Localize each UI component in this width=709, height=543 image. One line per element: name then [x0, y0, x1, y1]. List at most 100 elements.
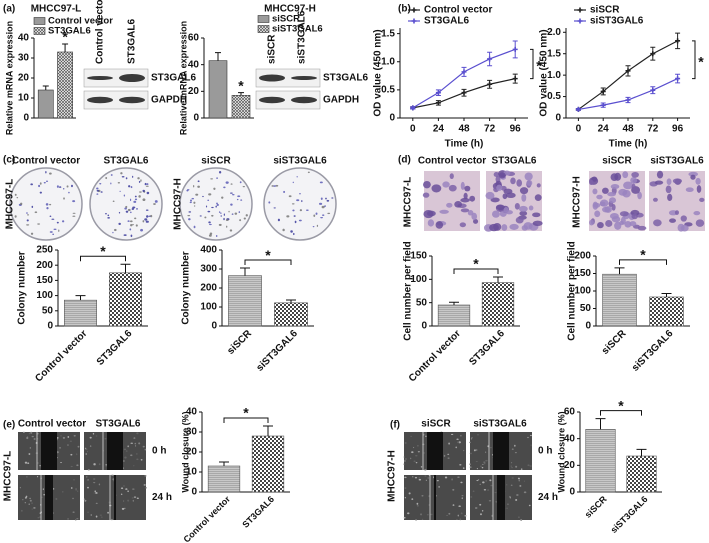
image-texture — [299, 193, 301, 195]
image-texture — [699, 197, 705, 203]
bar — [228, 275, 262, 327]
column-label: Control vector — [418, 156, 486, 167]
image-texture — [144, 182, 147, 186]
image-texture — [457, 514, 459, 517]
image-texture — [519, 485, 522, 487]
image-texture — [19, 486, 21, 489]
image-texture — [220, 212, 222, 214]
image-texture — [122, 485, 125, 487]
image-texture — [404, 442, 407, 444]
y-tick-label: 0 — [211, 321, 217, 332]
image-texture — [30, 431, 33, 434]
image-texture — [273, 207, 276, 209]
image-texture — [143, 484, 146, 486]
image-texture — [455, 446, 457, 449]
error-bar — [62, 43, 69, 52]
image-texture — [665, 185, 672, 194]
bar — [231, 95, 251, 119]
marker — [461, 69, 467, 75]
image-texture — [146, 191, 150, 195]
image-texture — [127, 220, 130, 222]
x-tick-label: siST3GAL6 — [630, 328, 676, 374]
y-tick-label: 150 — [574, 268, 591, 279]
image-texture — [127, 208, 131, 212]
cell-line-label: MHCC97-H — [173, 178, 184, 230]
image-texture — [129, 220, 133, 223]
image-texture — [33, 438, 36, 440]
image-texture — [127, 490, 129, 493]
image-texture — [193, 184, 195, 188]
image-texture — [93, 492, 95, 494]
image-texture — [70, 487, 73, 489]
marker — [487, 81, 493, 87]
image-texture — [426, 514, 429, 516]
image-texture — [95, 491, 98, 494]
image-texture — [505, 192, 516, 199]
image-texture — [408, 492, 411, 495]
image-texture — [218, 171, 222, 174]
image-texture — [104, 213, 108, 215]
image-texture — [112, 200, 115, 203]
image-texture — [520, 518, 523, 522]
image-texture — [72, 215, 76, 217]
image-texture — [127, 499, 130, 502]
image-texture — [215, 235, 218, 237]
image-texture — [611, 216, 621, 223]
image-texture — [24, 497, 27, 499]
image-texture — [225, 219, 229, 221]
image-texture — [66, 185, 69, 188]
x-tick-label: Control vector — [33, 328, 89, 384]
y-tick-label: 50 — [42, 305, 54, 316]
image-texture — [514, 444, 516, 447]
image-texture — [456, 438, 459, 441]
legend-label: ST3GAL6 — [424, 16, 469, 27]
wound-gap — [114, 475, 116, 520]
image-texture — [33, 507, 36, 509]
image-texture — [216, 202, 218, 205]
image-texture — [457, 441, 460, 444]
image-texture — [144, 448, 147, 451]
image-texture — [631, 171, 639, 178]
image-texture — [463, 449, 465, 452]
image-texture — [37, 476, 39, 478]
image-texture — [133, 465, 135, 467]
image-texture — [510, 467, 514, 469]
image-texture — [72, 511, 75, 513]
image-texture — [312, 226, 315, 228]
image-texture — [34, 211, 38, 214]
image-texture — [118, 222, 121, 226]
blot-band — [87, 96, 113, 104]
image-texture — [510, 462, 513, 464]
y-tick-label: 0 — [23, 113, 29, 124]
blot-band — [291, 96, 317, 104]
image-texture — [59, 447, 61, 449]
image-texture — [144, 487, 147, 489]
image-texture — [121, 175, 125, 178]
image-texture — [319, 202, 323, 205]
image-texture — [426, 210, 436, 217]
image-texture — [685, 187, 694, 193]
marker — [625, 97, 631, 103]
chart-title: MHCC97-H — [264, 4, 316, 15]
image-texture — [680, 215, 687, 222]
image-texture — [140, 458, 143, 461]
image-texture — [403, 516, 406, 519]
image-texture — [415, 519, 418, 521]
bar — [109, 272, 143, 327]
image-texture — [125, 450, 128, 452]
marker — [675, 38, 681, 44]
image-texture — [132, 206, 136, 209]
cell-line-label: MHCC97-H — [572, 176, 583, 228]
image-texture — [624, 220, 632, 228]
image-texture — [105, 464, 107, 466]
y-axis-label: Relative mRNA expression — [178, 21, 188, 135]
image-texture — [62, 491, 64, 493]
image-texture — [207, 199, 210, 202]
image-texture — [84, 448, 88, 451]
image-texture — [413, 460, 416, 462]
image-texture — [221, 196, 224, 199]
image-texture — [448, 512, 451, 515]
y-tick-label: 40 — [564, 433, 576, 444]
image-texture — [423, 180, 431, 189]
error-bar — [636, 448, 647, 456]
